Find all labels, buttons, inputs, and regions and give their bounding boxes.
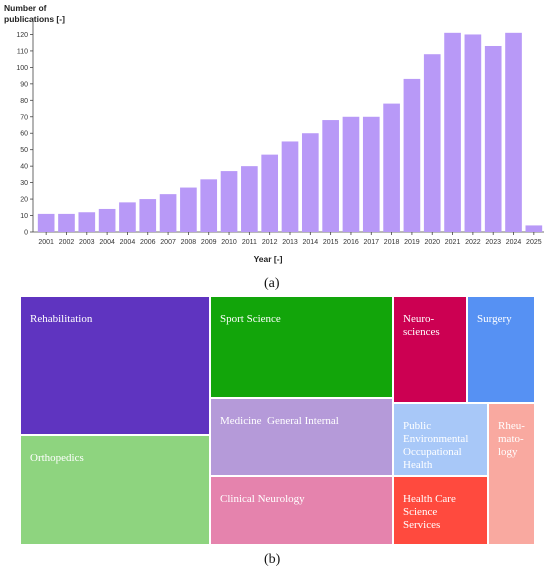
x-tick-label: 2016 bbox=[343, 239, 359, 246]
y-tick-label: 20 bbox=[20, 197, 28, 204]
treemap: Rehabilitation Orthopedics Sport Science Me… bbox=[20, 296, 535, 545]
bar-2015 bbox=[322, 120, 339, 232]
treemap-tile-label: Neuro- sciences bbox=[403, 313, 440, 338]
x-tick-label: 2022 bbox=[465, 239, 481, 246]
y-tick-label: 10 bbox=[20, 213, 28, 220]
x-tick-label: 2004 bbox=[99, 239, 115, 246]
y-axis: 0 10 20 30 40 50 60 70 80 90 100 110 120 bbox=[16, 18, 34, 237]
bar-2002 bbox=[58, 213, 75, 232]
bar-2025 bbox=[525, 225, 543, 232]
bar-2006 bbox=[139, 199, 157, 232]
y-tick-label: 90 bbox=[20, 81, 28, 88]
y-tick-label: 70 bbox=[20, 114, 28, 121]
bar-2013 bbox=[281, 141, 299, 232]
bar-2018 bbox=[383, 103, 400, 232]
treemap-tile-health-care-science-services: Health Care Science Services bbox=[393, 476, 488, 545]
x-tick-label: 2009 bbox=[201, 239, 217, 246]
bars bbox=[37, 32, 543, 233]
treemap-tile-label: Sport Science bbox=[220, 313, 281, 325]
x-tick-label: 2001 bbox=[38, 239, 54, 246]
treemap-tile-orthopedics: Orthopedics bbox=[20, 435, 210, 545]
y-tick-label: 30 bbox=[20, 180, 28, 187]
treemap-tile-surgery: Surgery bbox=[467, 296, 535, 403]
x-tick-label: 2011 bbox=[242, 239, 257, 246]
bar-2019 bbox=[403, 78, 421, 233]
x-tick-label: 2025 bbox=[526, 239, 542, 246]
y-tick-label: 120 bbox=[16, 32, 28, 39]
bar-2009 bbox=[200, 179, 218, 232]
x-tick-label: 2023 bbox=[485, 239, 501, 246]
bar-2001 bbox=[37, 213, 55, 232]
treemap-tile-rheu-mato-logy: Rheu- mato- logy bbox=[488, 403, 535, 545]
x-tick-label: 2024 bbox=[506, 239, 522, 246]
bar-2011 bbox=[241, 166, 258, 232]
treemap-tile-public-environmental-occupational-health: Public Environmental Occupational Health bbox=[393, 403, 488, 476]
bar-2008 bbox=[180, 187, 197, 232]
bar-2016 bbox=[342, 116, 360, 232]
y-tick-label: 100 bbox=[16, 65, 28, 72]
y-tick-label: 80 bbox=[20, 98, 28, 105]
bar-chart: Number of publications [-] 0 10 20 30 40 50 60… bbox=[4, 3, 544, 264]
x-tick-label: 2020 bbox=[424, 239, 440, 246]
treemap-tile-label: Rehabilitation bbox=[30, 313, 93, 325]
treemap-tile-sport-science: Sport Science bbox=[210, 296, 393, 398]
x-tick-label: 2014 bbox=[303, 239, 319, 246]
bar-2023 bbox=[484, 45, 502, 232]
treemap-tile-rehabilitation: Rehabilitation bbox=[20, 296, 210, 435]
treemap-tile-label: Health Care Science Services bbox=[403, 493, 456, 531]
bar-2010 bbox=[220, 171, 238, 232]
x-tick-label: 2004 bbox=[120, 239, 136, 246]
y-tick-label: 0 bbox=[24, 230, 28, 237]
x-tick-label: 2017 bbox=[363, 239, 379, 246]
y-tick-label: 60 bbox=[20, 131, 28, 138]
treemap-tile-clinical-neurology: Clinical Neurology bbox=[210, 476, 393, 545]
x-tick-label: 2006 bbox=[140, 239, 156, 246]
treemap-tile-label: Public Environmental Occupational Health bbox=[403, 420, 469, 471]
x-tick-label: 2013 bbox=[282, 239, 298, 246]
bar-2004 bbox=[98, 208, 116, 232]
treemap-tile-label: Orthopedics bbox=[30, 452, 84, 464]
y-axis-title-line1: Number of bbox=[4, 3, 47, 13]
x-tick-label: 2008 bbox=[181, 239, 197, 246]
y-tick-label: 50 bbox=[20, 147, 28, 154]
x-tick-label: 2021 bbox=[445, 239, 461, 246]
panel-a-label: (a) bbox=[264, 276, 280, 291]
x-tick-label: 2002 bbox=[59, 239, 75, 246]
y-axis-title-line2: publications [-] bbox=[4, 14, 65, 24]
treemap-tile-label: Surgery bbox=[477, 313, 512, 325]
bar-2022 bbox=[464, 34, 482, 232]
treemap-tile-label: Rheu- mato- logy bbox=[498, 420, 525, 458]
y-tick-label: 40 bbox=[20, 164, 28, 171]
bar-2021 bbox=[444, 32, 461, 232]
y-tick-label: 110 bbox=[17, 48, 28, 55]
treemap-tile-medicine-general-internal: Medicine General Internal bbox=[210, 398, 393, 476]
bar-2012 bbox=[261, 154, 279, 232]
bar-2020 bbox=[423, 54, 441, 232]
bar-2007 bbox=[159, 194, 177, 232]
x-tick-label: 2019 bbox=[404, 239, 420, 246]
x-tick-label: 2018 bbox=[384, 239, 400, 246]
bar-2014 bbox=[301, 133, 319, 232]
x-tick-label: 2012 bbox=[262, 239, 278, 246]
x-tick-label: 2007 bbox=[160, 239, 176, 246]
treemap-tile-label: Medicine General Internal bbox=[220, 415, 339, 427]
panel-b-label: (b) bbox=[264, 552, 281, 567]
x-tick-label: 2003 bbox=[79, 239, 95, 246]
x-tick-label: 2015 bbox=[323, 239, 339, 246]
bar-2004 bbox=[119, 202, 136, 232]
bar-2003 bbox=[78, 212, 96, 232]
x-axis-title: Year [-] bbox=[254, 254, 283, 264]
treemap-tile-label: Clinical Neurology bbox=[220, 493, 305, 505]
x-axis: 2001 2002 2003 2004 2004 2006 2007 2008 2009 2010… bbox=[33, 231, 544, 246]
bar-2017 bbox=[362, 116, 380, 232]
bar-2024 bbox=[505, 32, 522, 232]
x-tick-label: 2010 bbox=[221, 239, 237, 246]
treemap-tile-neuro-sciences: Neuro- sciences bbox=[393, 296, 467, 403]
